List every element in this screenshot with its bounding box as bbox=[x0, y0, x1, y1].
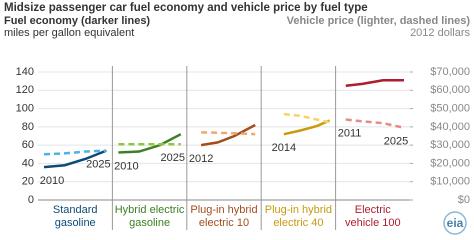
y2-tick-label: $30,000 bbox=[430, 139, 470, 151]
price-line bbox=[283, 112, 330, 124]
y2-tick-label: $0 bbox=[458, 194, 470, 206]
y-axis-unit: miles per gallon equivalent bbox=[4, 27, 134, 39]
y-tick-label: 60 bbox=[22, 139, 34, 151]
price-line bbox=[43, 149, 107, 156]
y2-tick-label: $10,000 bbox=[430, 176, 470, 188]
y2-axis-unit: 2012 dollars bbox=[410, 27, 470, 39]
panel-label: Standard gasoline bbox=[52, 204, 98, 229]
x-tick-label: 2011 bbox=[338, 127, 362, 139]
fuel-line bbox=[200, 123, 256, 147]
panel-label: Electric vehicle 100 bbox=[344, 204, 401, 229]
x-tick-label: 2012 bbox=[189, 153, 213, 165]
y-tick-label: 120 bbox=[16, 84, 34, 96]
y2-tick-label: $20,000 bbox=[430, 157, 470, 169]
fuel-line bbox=[345, 78, 404, 87]
fuel-line bbox=[118, 133, 182, 154]
logo: eia bbox=[447, 216, 464, 230]
panel-label: Plug-in hybrid electric 10 bbox=[190, 204, 258, 229]
panel-label: Hybrid electric gasoline bbox=[114, 204, 185, 229]
y-axis-title: Fuel economy (darker lines) bbox=[4, 15, 150, 27]
y2-tick-label: $60,000 bbox=[430, 84, 470, 96]
x-tick-label: 2025 bbox=[86, 159, 110, 171]
y2-axis-title: Vehicle price (lighter, dashed lines) bbox=[287, 15, 471, 27]
y-tick-label: 80 bbox=[22, 121, 34, 133]
chart-title: Midsize passenger car fuel economy and v… bbox=[4, 2, 368, 14]
panel-label: Plug-in hybrid electric 40 bbox=[264, 204, 333, 229]
y-tick-label: 40 bbox=[22, 157, 34, 169]
x-tick-label: 2014 bbox=[272, 142, 296, 154]
fuel-line bbox=[283, 119, 331, 136]
y2-tick-label: $70,000 bbox=[430, 66, 470, 78]
fuel-line bbox=[43, 149, 107, 169]
y-tick-label: 0 bbox=[28, 194, 34, 206]
y-tick-label: 100 bbox=[16, 102, 34, 114]
y2-tick-label: $40,000 bbox=[430, 121, 470, 133]
y-tick-label: 140 bbox=[16, 66, 34, 78]
x-tick-label: 2025 bbox=[384, 136, 408, 148]
price-line bbox=[201, 131, 256, 136]
x-tick-label: 2025 bbox=[161, 152, 185, 164]
x-tick-label: 2010 bbox=[40, 175, 64, 187]
x-tick-label: 2010 bbox=[114, 160, 138, 172]
y-tick-label: 20 bbox=[22, 176, 34, 188]
logo-ring bbox=[443, 211, 467, 235]
y2-tick-label: $50,000 bbox=[430, 102, 470, 114]
